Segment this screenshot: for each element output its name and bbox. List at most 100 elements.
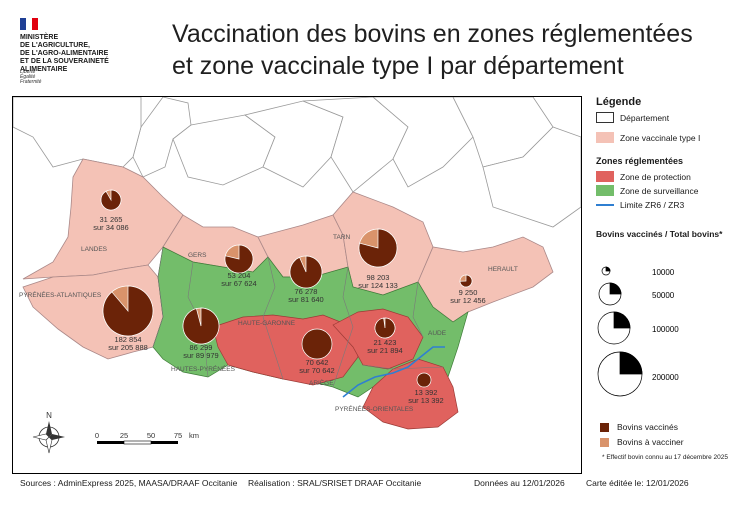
- scale-tick: 75: [174, 431, 182, 440]
- limit-line-swatch: [596, 204, 614, 206]
- total-count: sur 13 392: [408, 396, 443, 405]
- department-pie-chart: [102, 285, 154, 337]
- legend-panel: Légende Département Zone vaccinale type …: [596, 96, 736, 461]
- protection-swatch: [596, 171, 614, 182]
- vaccinated-count: 86 299: [190, 343, 213, 352]
- dept-label: AUDE: [428, 330, 447, 337]
- department-pie-chart: [182, 307, 220, 345]
- department-pie-chart: [224, 244, 254, 274]
- dept-label: GERS: [188, 252, 207, 259]
- pie-charts: [100, 189, 473, 388]
- department-border: [332, 266, 354, 388]
- total-count: sur 34 086: [93, 223, 128, 232]
- pie-vaccinated-slice: [609, 282, 622, 295]
- north-arrow-icon: N: [32, 411, 65, 454]
- legend-item-vaccinal-zone: Zone vaccinale type I: [596, 132, 700, 143]
- north-label: N: [46, 411, 52, 420]
- total-count: sur 12 456: [450, 296, 485, 305]
- title-line-1: Vaccination des bovins en zones réglemen…: [172, 20, 693, 48]
- dept-label: HAUTES-PYRÉNÉES: [171, 364, 236, 373]
- pie-vaccinated-slice: [459, 274, 473, 288]
- legend-size-pie: [597, 311, 631, 345]
- legend-title: Légende: [596, 96, 642, 108]
- pie-vaccinated-slice: [182, 307, 220, 345]
- pie-vaccinated-slice: [100, 189, 122, 211]
- department-outline: [13, 97, 142, 168]
- total-count: sur 89 979: [183, 351, 218, 360]
- size-label: 50000: [652, 291, 675, 300]
- dept-label: TARN: [333, 234, 351, 241]
- title-line-2: et zone vaccinale type I par département: [172, 52, 624, 80]
- pie-vaccinated-slice: [289, 255, 323, 289]
- pie-vaccinated-slice: [605, 266, 611, 272]
- legend-footnote: * Effectif bovin connu au 17 décembre 20…: [602, 454, 728, 461]
- department-border: [262, 256, 284, 380]
- total-count: sur 70 642: [299, 366, 334, 375]
- vaccinated-count: 98 203: [367, 273, 390, 282]
- scale-tick: 25: [120, 431, 128, 440]
- legend-label: Zone de surveillance: [620, 185, 699, 196]
- pie-vaccinated-slice: [102, 285, 154, 337]
- ministry-line: DE L'AGRICULTURE,: [20, 42, 90, 49]
- footer-edit-date: Carte éditée le: 12/01/2026: [586, 478, 689, 488]
- ministry-line: ALIMENTAIRE: [20, 66, 68, 73]
- vaccinated-count: 182 854: [114, 335, 141, 344]
- vaccinal-zone-swatch: [596, 132, 614, 143]
- legend-size-scale: 10000 50000 100000 200000: [597, 266, 679, 397]
- vaccinated-count: 21 423: [374, 338, 397, 347]
- vaccinated-count: 70 642: [306, 358, 329, 367]
- department-pie-chart: [289, 255, 323, 289]
- pie-remaining-slice: [301, 328, 333, 360]
- dept-label: HERAULT: [488, 266, 518, 273]
- size-label: 10000: [652, 268, 675, 277]
- pie-vaccinated-slice: [224, 244, 254, 274]
- legend-item-vaccinated: Bovins vaccinés: [600, 422, 678, 432]
- vaccinated-count: 9 250: [459, 288, 478, 297]
- total-count: sur 205 888: [108, 343, 148, 352]
- dept-label: PYRÉNÉES-ORIENTALES: [335, 404, 414, 413]
- department-border: [412, 281, 424, 338]
- legend-item-surveillance: Zone de surveillance: [596, 185, 698, 196]
- department-pie-chart: [374, 317, 396, 339]
- legend-item-to-vaccinate: Bovins à vacciner: [600, 437, 684, 447]
- herault-vaccinal-zone: [417, 236, 554, 323]
- footer-realisation: Réalisation : SRAL/SRISET DRAAF Occitani…: [248, 478, 422, 488]
- pie-vaccinated-slice: [358, 228, 398, 268]
- total-count: sur 124 133: [358, 281, 398, 290]
- vaccinated-count: 31 265: [100, 215, 123, 224]
- legend-section-title: Zones réglementées: [596, 156, 684, 166]
- size-label: 100000: [652, 325, 679, 334]
- map-canvas: LANDES PYRÉNÉES-ATLANTIQUES GERS HAUTES-…: [13, 97, 581, 454]
- motto-line: Fraternité: [20, 79, 42, 85]
- department-swatch: [596, 112, 614, 123]
- motto-line: Liberté: [20, 69, 36, 75]
- scale-tick: 0: [95, 431, 99, 440]
- department-pie-chart: [416, 372, 432, 388]
- ministry-line: MINISTÈRE: [20, 34, 59, 41]
- legend-label: Zone de protection: [620, 171, 691, 182]
- scale-bar: 0 25 50 75 km: [95, 431, 199, 445]
- department-border: [362, 364, 444, 370]
- dept-label: LANDES: [81, 246, 108, 253]
- vaccinated-count: 13 392: [415, 388, 438, 397]
- to-vaccinate-swatch: [600, 437, 609, 447]
- legend-pie-title: Bovins vaccinés / Total bovins*: [596, 229, 723, 239]
- total-count: sur 67 624: [221, 279, 256, 288]
- pie-vaccinated-slice: [374, 317, 396, 339]
- legend-size-pie: [601, 266, 611, 276]
- limit-zr6-zr3-line: [342, 346, 445, 398]
- department-pie-chart: [100, 189, 122, 211]
- dept-label: ARIÈGE: [309, 378, 334, 387]
- footer-data-date: Données au 12/01/2026: [474, 478, 565, 488]
- legend-size-pie: [598, 282, 622, 306]
- legend-label: Zone vaccinale type I: [620, 132, 701, 143]
- protection-zone-east: [362, 358, 459, 430]
- legend-size-pie: [597, 351, 643, 397]
- ministry-logo-text: MINISTÈRE DE L'AGRICULTURE, DE L'AGRO-AL…: [20, 34, 130, 74]
- legend-item-limit: Limite ZR6 / ZR3: [596, 200, 684, 210]
- total-count: sur 21 894: [367, 346, 402, 355]
- legend-item-protection: Zone de protection: [596, 171, 691, 182]
- department-border: [152, 246, 164, 348]
- surveillance-swatch: [596, 185, 614, 196]
- department-outline: [482, 126, 581, 228]
